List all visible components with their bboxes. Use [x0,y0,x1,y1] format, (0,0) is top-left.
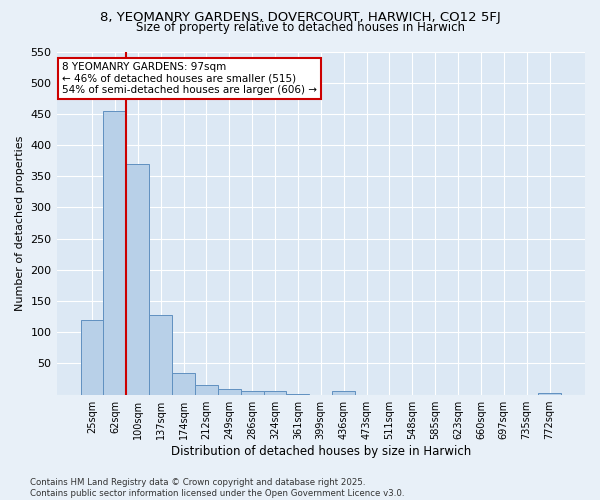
Bar [241,392,263,394]
Bar [172,373,195,394]
Y-axis label: Number of detached properties: Number of detached properties [15,136,25,310]
X-axis label: Distribution of detached houses by size in Harwich: Distribution of detached houses by size … [170,444,471,458]
Text: 8 YEOMANRY GARDENS: 97sqm
← 46% of detached houses are smaller (515)
54% of semi: 8 YEOMANRY GARDENS: 97sqm ← 46% of detac… [62,62,317,95]
Bar [195,385,218,394]
Bar [80,320,103,394]
Bar [127,164,149,394]
Bar [149,314,172,394]
Bar [263,392,286,394]
Bar [218,389,241,394]
Text: Contains HM Land Registry data © Crown copyright and database right 2025.
Contai: Contains HM Land Registry data © Crown c… [30,478,404,498]
Bar [538,392,561,394]
Text: 8, YEOMANRY GARDENS, DOVERCOURT, HARWICH, CO12 5FJ: 8, YEOMANRY GARDENS, DOVERCOURT, HARWICH… [100,11,500,24]
Text: Size of property relative to detached houses in Harwich: Size of property relative to detached ho… [136,22,464,35]
Bar [103,111,127,395]
Bar [332,392,355,394]
